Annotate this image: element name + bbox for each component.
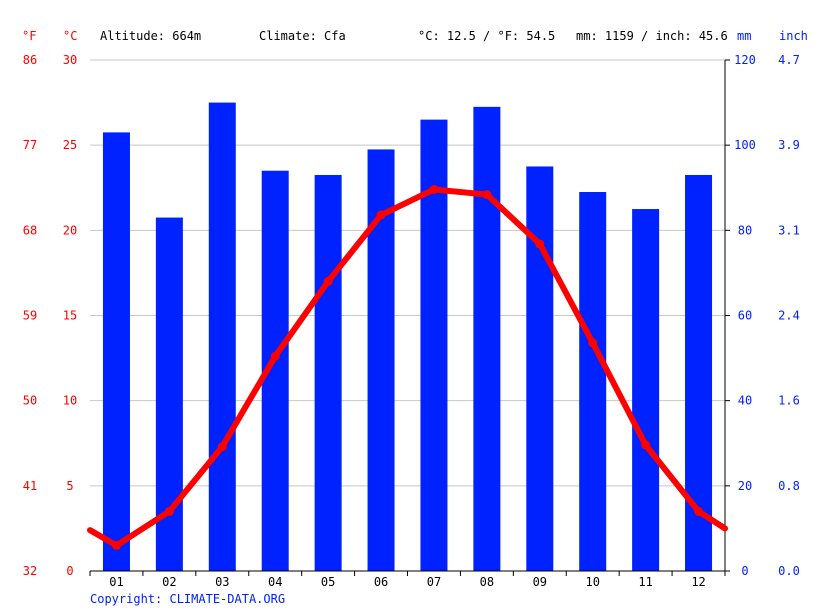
x-tick-label: 09	[533, 575, 547, 589]
precipitation-bar	[632, 209, 660, 571]
temperature-point	[164, 506, 174, 516]
x-tick-label: 07	[427, 575, 441, 589]
celsius-tick-label: 25	[63, 138, 77, 152]
inch-unit-label: inch	[779, 29, 808, 43]
celsius-tick-label: 20	[63, 223, 77, 237]
inch-tick-label: 3.1	[778, 223, 800, 237]
inch-tick-label: 3.9	[778, 138, 800, 152]
temperature-series-line	[87, 186, 728, 549]
fahrenheit-tick-label: 77	[23, 138, 37, 152]
copyright-link[interactable]: Copyright: CLIMATE-DATA.ORG	[90, 592, 285, 606]
x-tick-label: 01	[109, 575, 123, 589]
precipitation-bar	[579, 192, 607, 571]
mm-tick-label: 100	[734, 138, 756, 152]
fahrenheit-tick-label: 50	[23, 394, 37, 408]
temperature-line	[87, 184, 728, 550]
mm-tick-label: 60	[738, 309, 752, 323]
temperature-point	[694, 506, 704, 516]
precipitation-bar	[473, 106, 501, 571]
x-tick-label: 06	[374, 575, 388, 589]
celsius-tick-label: 5	[66, 479, 73, 493]
celsius-tick-label: 10	[63, 394, 77, 408]
inch-tick-label: 1.6	[778, 394, 800, 408]
mm-tick-label: 120	[734, 53, 756, 67]
celsius-tick-label: 15	[63, 309, 77, 323]
fahrenheit-tick-label: 41	[23, 479, 37, 493]
tick-labels: 01 02 03 04 05 06 07 08 09 10 11 120325411050155920…	[23, 53, 800, 589]
precipitation-bar	[314, 174, 342, 571]
celsius-unit-label: °C	[63, 29, 77, 43]
temperature-point	[270, 351, 280, 361]
x-tick-label: 04	[268, 575, 282, 589]
temperature-point	[376, 210, 386, 220]
temperature-point	[588, 338, 598, 348]
temperature-point	[535, 239, 545, 249]
precipitation-bar	[685, 174, 713, 571]
fahrenheit-tick-label: 68	[23, 223, 37, 237]
inch-tick-label: 4.7	[778, 53, 800, 67]
x-tick-label: 08	[480, 575, 494, 589]
mm-tick-label: 20	[738, 479, 752, 493]
mm-unit-label: mm	[737, 29, 751, 43]
celsius-tick-label: 0	[66, 564, 73, 578]
mm-tick-label: 0	[741, 564, 748, 578]
inch-tick-label: 0.8	[778, 479, 800, 493]
fahrenheit-unit-label: °F	[22, 29, 36, 43]
x-tick-label: 02	[162, 575, 176, 589]
celsius-tick-label: 30	[63, 53, 77, 67]
x-tick-label: 10	[585, 575, 599, 589]
axes	[89, 59, 730, 576]
temperature-point	[641, 440, 651, 450]
temperature-summary: °C: 12.5 / °F: 54.5	[418, 29, 555, 43]
x-tick-label: 03	[215, 575, 229, 589]
temperature-point	[111, 540, 121, 550]
precipitation-summary: mm: 1159 / inch: 45.6	[576, 29, 728, 43]
mm-tick-label: 40	[738, 394, 752, 408]
precipitation-bar	[102, 132, 130, 571]
precipitation-bar	[208, 102, 236, 571]
temperature-point	[429, 184, 439, 194]
temperature-point	[323, 276, 333, 286]
gridlines	[90, 59, 725, 487]
x-tick-label: 11	[638, 575, 652, 589]
x-tick-label: 12	[691, 575, 705, 589]
fahrenheit-tick-label: 32	[23, 564, 37, 578]
mm-tick-label: 80	[738, 223, 752, 237]
fahrenheit-tick-label: 59	[23, 309, 37, 323]
precipitation-bars	[102, 102, 713, 572]
fahrenheit-tick-label: 86	[23, 53, 37, 67]
altitude-label: Altitude: 664m	[100, 29, 201, 43]
precipitation-bar	[526, 166, 554, 572]
chart-header: °F °C Altitude: 664m Climate: Cfa °C: 12…	[22, 29, 808, 43]
x-tick-label: 05	[321, 575, 335, 589]
temperature-point	[217, 442, 227, 452]
temperature-point	[482, 190, 492, 200]
inch-tick-label: 2.4	[778, 309, 800, 323]
climate-label: Climate: Cfa	[259, 29, 346, 43]
inch-tick-label: 0.0	[778, 564, 800, 578]
